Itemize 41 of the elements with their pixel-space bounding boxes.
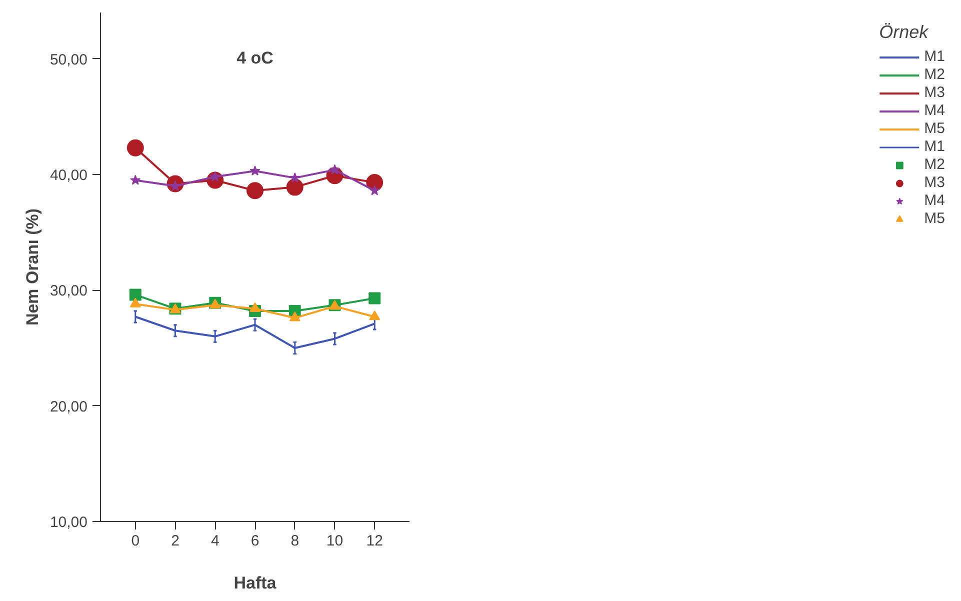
y-tick-label: 30,00 xyxy=(50,282,88,300)
point xyxy=(129,288,142,301)
x-tick-label: 2 xyxy=(171,532,180,550)
x-axis-title: Hafta xyxy=(234,574,277,592)
legend-label: M3 xyxy=(924,174,945,191)
x-tick-label: 12 xyxy=(366,532,383,550)
point xyxy=(130,298,141,308)
point xyxy=(286,178,304,196)
y-tick-label: 10,00 xyxy=(50,514,88,531)
text: M4 xyxy=(924,102,945,119)
point xyxy=(369,185,380,196)
point xyxy=(246,182,264,200)
text: M5 xyxy=(924,120,945,137)
x-tick-label: 10 xyxy=(326,532,344,550)
x-tick-label: 6 xyxy=(250,532,260,550)
x-tick-label: 4 xyxy=(210,532,220,550)
legend-label: M2 xyxy=(924,156,945,173)
x-tick-label: 8 xyxy=(290,532,300,550)
x-tick-label: 0 xyxy=(131,532,140,550)
legend-label: M1 xyxy=(924,138,945,155)
point xyxy=(289,312,300,322)
text: M1 xyxy=(924,48,945,65)
point xyxy=(250,165,260,176)
legend-label: M5 xyxy=(924,210,945,227)
point xyxy=(368,292,381,304)
point xyxy=(290,172,300,182)
y-axis-title: Nem Oranı (%) xyxy=(22,208,42,326)
legend-title: Örnek xyxy=(879,22,930,43)
text: M2 xyxy=(924,66,945,83)
y-tick-label: 40,00 xyxy=(50,166,88,184)
point xyxy=(329,164,340,174)
line-series xyxy=(134,316,376,349)
point xyxy=(369,310,380,320)
y-tick-label: 20,00 xyxy=(50,398,88,416)
legend-label: M4 xyxy=(924,192,945,209)
y-tick-label: 50,00 xyxy=(50,51,88,68)
text: 4 oC xyxy=(236,48,274,68)
point xyxy=(126,139,144,156)
point xyxy=(130,174,141,185)
text: M3 xyxy=(924,84,945,101)
point xyxy=(250,302,260,312)
